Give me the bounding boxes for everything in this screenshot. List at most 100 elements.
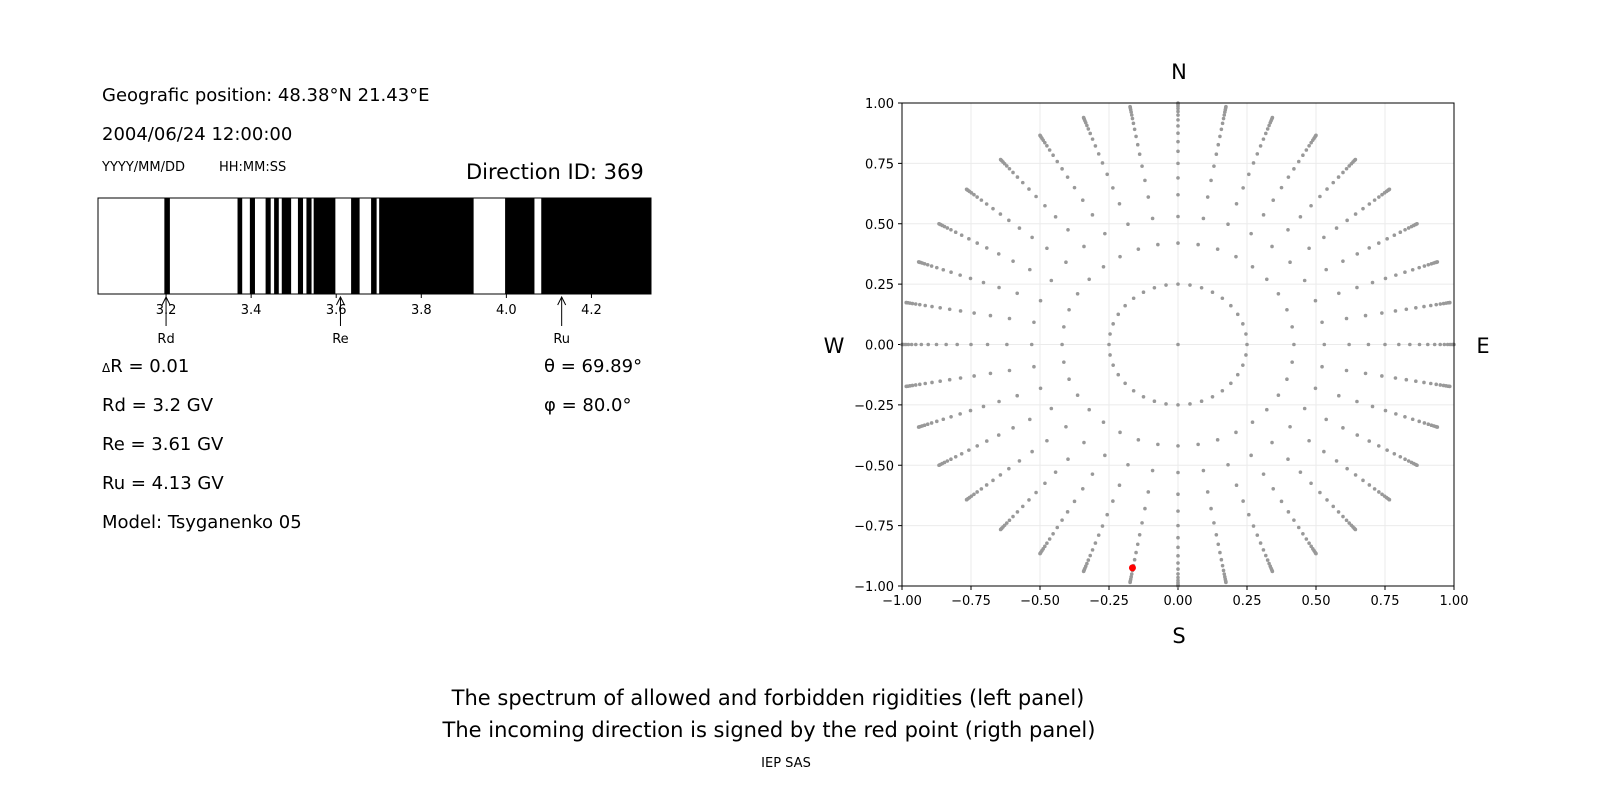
direction-point xyxy=(930,304,934,309)
model: Model: Tsyganenko 05 xyxy=(102,512,302,533)
direction-point xyxy=(967,237,971,241)
direction-point xyxy=(1032,320,1036,325)
direction-point xyxy=(979,487,984,491)
direction-point xyxy=(1415,463,1419,468)
direction-point xyxy=(1093,144,1098,148)
direction-point xyxy=(1131,296,1136,301)
direction-point xyxy=(1307,144,1311,148)
direction-point xyxy=(1302,406,1307,411)
direction-point xyxy=(1292,167,1296,171)
direction-point xyxy=(996,252,1001,256)
direction-point xyxy=(1131,121,1136,126)
direction-point xyxy=(1241,186,1245,190)
datetime: 2004/06/24 12:00:00 xyxy=(102,124,293,145)
direction-point xyxy=(1380,192,1384,197)
direction-point xyxy=(1081,569,1086,574)
direction-point xyxy=(1020,180,1025,185)
direction-point xyxy=(1309,481,1313,486)
direction-point xyxy=(923,381,928,386)
direction-point xyxy=(1135,142,1140,147)
direction-point xyxy=(1448,384,1452,389)
direction-point xyxy=(964,187,969,192)
direction-point xyxy=(968,276,973,281)
direction-point xyxy=(944,342,948,347)
direction-point xyxy=(1111,322,1115,326)
direction-point xyxy=(1015,510,1020,514)
direction-point xyxy=(1261,213,1266,217)
direction-point xyxy=(1176,535,1180,540)
direction-point xyxy=(1355,399,1359,404)
direction-point xyxy=(1224,580,1228,585)
direction-point xyxy=(1313,298,1318,303)
direction-point xyxy=(1249,453,1253,458)
direction-point xyxy=(1397,342,1401,347)
direction-point xyxy=(1128,104,1132,109)
direction-point xyxy=(1015,393,1019,398)
direction-point xyxy=(917,302,922,307)
direction-point xyxy=(1263,131,1268,136)
direction-point xyxy=(1081,115,1086,120)
direction-point xyxy=(1261,472,1266,476)
direction-point xyxy=(972,192,976,197)
direction-point xyxy=(1435,260,1440,264)
direction-point xyxy=(1199,285,1204,290)
direction-point xyxy=(1220,121,1225,126)
direction-point xyxy=(1101,265,1106,269)
direction-point xyxy=(1322,235,1326,240)
direction-point xyxy=(1218,550,1222,555)
direction-point xyxy=(1066,228,1070,232)
direction-point xyxy=(1336,175,1341,179)
direction-point xyxy=(955,342,959,347)
direction-point xyxy=(1047,537,1052,541)
direction-point xyxy=(1276,291,1281,296)
direction-point xyxy=(1210,394,1215,399)
direction-point xyxy=(1250,420,1255,424)
direction-point xyxy=(1152,285,1157,290)
direction-point xyxy=(1270,569,1275,574)
forbidden-band xyxy=(371,198,377,294)
direction-point xyxy=(1176,139,1180,144)
direction-point xyxy=(1226,462,1230,467)
direction-point xyxy=(1085,123,1089,128)
direction-point xyxy=(1249,231,1253,236)
direction-point xyxy=(929,421,934,425)
x-tick-label: 4.2 xyxy=(581,303,602,318)
direction-point xyxy=(1270,115,1275,120)
compass-east: E xyxy=(1476,334,1489,358)
direction-point xyxy=(1410,417,1415,422)
direction-point xyxy=(1222,572,1227,576)
direction-point xyxy=(1325,498,1329,502)
direction-point xyxy=(1244,353,1248,357)
direction-point xyxy=(1318,194,1322,199)
direction-point xyxy=(1064,424,1068,429)
direction-point xyxy=(1261,548,1266,552)
direction-point xyxy=(1212,521,1216,525)
compass-west: W xyxy=(824,334,845,358)
x-tick-label: 3.8 xyxy=(411,303,432,318)
direction-point xyxy=(1137,152,1142,157)
direction-point xyxy=(997,285,1001,290)
x-tick-label: −0.50 xyxy=(1020,594,1060,609)
direction-point xyxy=(1164,402,1168,406)
direction-point xyxy=(1176,567,1180,571)
direction-point xyxy=(1051,153,1055,158)
direction-point xyxy=(1271,487,1276,491)
direction-point xyxy=(975,444,980,448)
direction-point xyxy=(998,212,1003,216)
direction-point xyxy=(1017,226,1022,230)
direction-point xyxy=(998,157,1003,162)
direction-point xyxy=(1325,187,1329,191)
direction-point xyxy=(1298,215,1303,219)
direction-point xyxy=(981,280,986,285)
direction-point xyxy=(1344,166,1349,171)
direction-point xyxy=(967,448,971,452)
direction-point xyxy=(1116,372,1121,377)
direction-point xyxy=(1027,498,1031,502)
direction-point xyxy=(1417,419,1422,424)
direction-point xyxy=(984,483,989,487)
direction-point xyxy=(1118,254,1122,259)
x-tick-label: −0.75 xyxy=(951,594,991,609)
direction-point xyxy=(1176,109,1180,114)
direction-point xyxy=(929,264,934,268)
direction-point xyxy=(1126,222,1130,227)
